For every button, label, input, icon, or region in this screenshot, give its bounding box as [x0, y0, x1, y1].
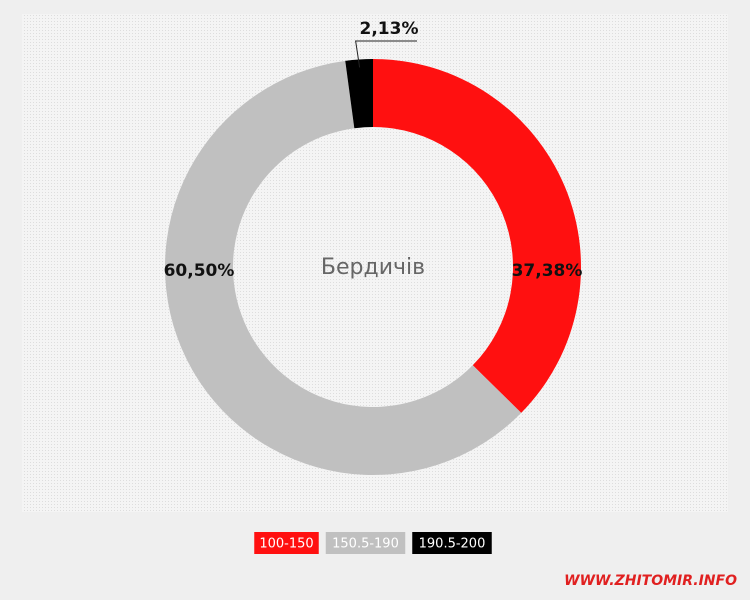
data-label: 60,50% [164, 261, 235, 281]
legend-label: 100-150 [259, 537, 313, 552]
legend-label: 150.5-190 [332, 537, 399, 552]
slice [373, 59, 581, 413]
watermark: WWW.ZHITOMIR.INFO [564, 573, 737, 589]
leader-line [355, 40, 417, 68]
data-label: 37,38% [512, 261, 583, 281]
legend-swatch [412, 532, 492, 554]
legend-swatch [325, 532, 406, 554]
center-label: Бердичів [321, 255, 425, 280]
legend-label: 190.5-200 [419, 537, 486, 552]
slice [345, 59, 373, 129]
data-label: 2,13% [360, 19, 419, 39]
slice [165, 60, 522, 475]
legend-swatch [254, 532, 319, 554]
